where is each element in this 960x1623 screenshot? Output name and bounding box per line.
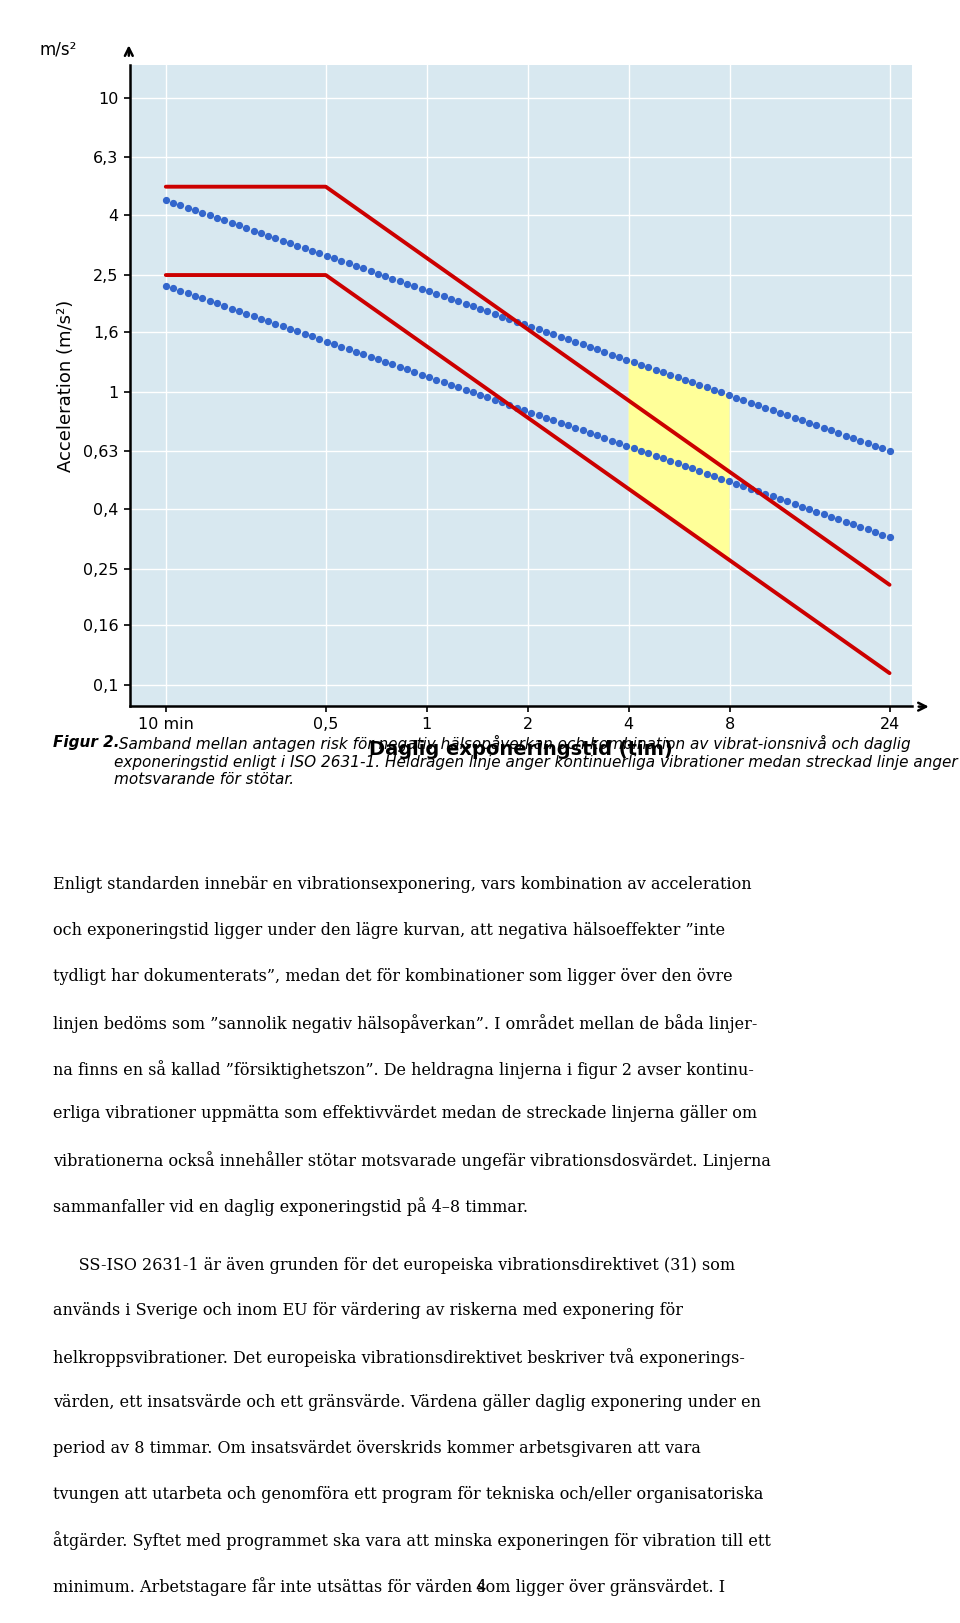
X-axis label: Daglig exponeringstid (tim): Daglig exponeringstid (tim) (369, 740, 673, 760)
Text: minimum. Arbetstagare får inte utsättas för värden som ligger över gränsvärdet. : minimum. Arbetstagare får inte utsättas … (53, 1578, 725, 1595)
Text: SS-ISO 2631-1 är även grunden för det europeiska vibrationsdirektivet (31) som: SS-ISO 2631-1 är även grunden för det eu… (53, 1256, 735, 1274)
Text: åtgärder. Syftet med programmet ska vara att minska exponeringen för vibration t: åtgärder. Syftet med programmet ska vara… (53, 1532, 771, 1550)
Y-axis label: Acceleration (m/s²): Acceleration (m/s²) (57, 299, 75, 472)
Text: erliga vibrationer uppmätta som effektivvärdet medan de streckade linjerna gälle: erliga vibrationer uppmätta som effektiv… (53, 1105, 756, 1123)
Text: tvungen att utarbeta och genomföra ett program för tekniska och/eller organisato: tvungen att utarbeta och genomföra ett p… (53, 1485, 763, 1503)
Text: 4: 4 (475, 1578, 485, 1597)
Text: sammanfaller vid en daglig exponeringstid på 4–8 timmar.: sammanfaller vid en daglig exponeringsti… (53, 1198, 528, 1216)
Text: Figur 2.: Figur 2. (53, 735, 119, 750)
Text: Enligt standarden innebär en vibrationsexponering, vars kombination av accelerat: Enligt standarden innebär en vibrationse… (53, 876, 752, 893)
Text: tydligt har dokumenterats”, medan det för kombinationer som ligger över den övre: tydligt har dokumenterats”, medan det fö… (53, 967, 732, 985)
Text: används i Sverige och inom EU för värdering av riskerna med exponering för: används i Sverige och inom EU för värder… (53, 1302, 683, 1319)
Text: Samband mellan antagen risk för negativ hälsopåverkan och kombination av vibrat-: Samband mellan antagen risk för negativ … (114, 735, 958, 787)
Text: na finns en så kallad ”försiktighetszon”. De heldragna linjerna i figur 2 avser : na finns en så kallad ”försiktighetszon”… (53, 1060, 754, 1079)
Text: värden, ett insatsvärde och ett gränsvärde. Värdena gäller daglig exponering und: värden, ett insatsvärde och ett gränsvär… (53, 1394, 760, 1410)
Text: m/s²: m/s² (39, 41, 77, 58)
Text: helkroppsvibrationer. Det europeiska vibrationsdirektivet beskriver två exponeri: helkroppsvibrationer. Det europeiska vib… (53, 1349, 745, 1367)
Text: och exponeringstid ligger under den lägre kurvan, att negativa hälsoeffekter ”in: och exponeringstid ligger under den lägr… (53, 922, 725, 940)
Text: linjen bedöms som ”sannolik negativ hälsopåverkan”. I området mellan de båda lin: linjen bedöms som ”sannolik negativ häls… (53, 1014, 757, 1032)
Polygon shape (629, 360, 730, 560)
Text: period av 8 timmar. Om insatsvärdet överskrids kommer arbetsgivaren att vara: period av 8 timmar. Om insatsvärdet över… (53, 1440, 701, 1457)
Text: vibrationerna också innehåller stötar motsvarade ungefär vibrationsdosvärdet. Li: vibrationerna också innehåller stötar mo… (53, 1151, 771, 1170)
